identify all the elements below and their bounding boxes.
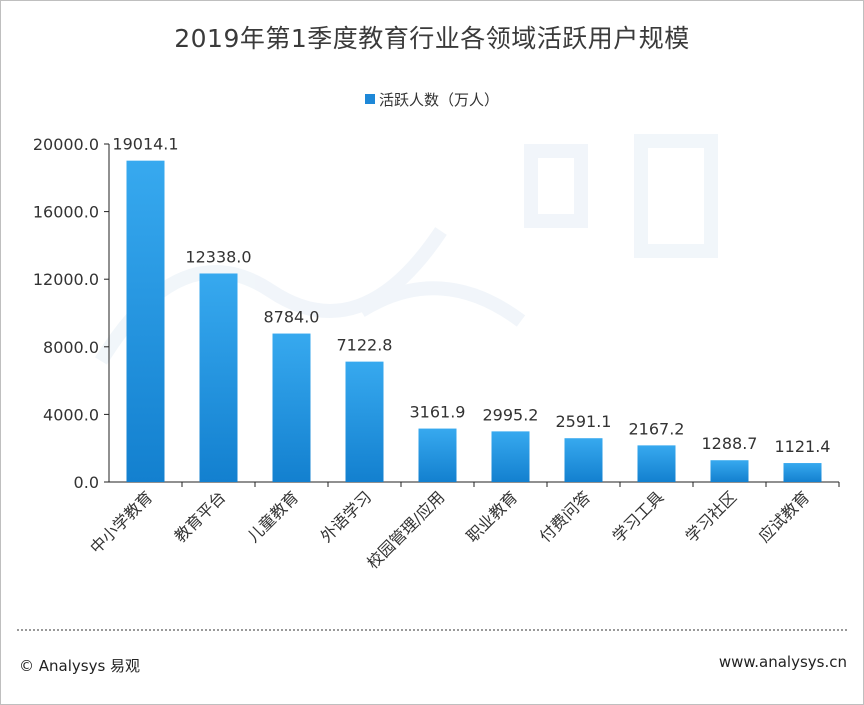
bar [783, 463, 822, 482]
x-category-label: 中小学教育 [86, 487, 156, 557]
bar [637, 445, 676, 482]
data-label: 1288.7 [702, 434, 758, 453]
data-label: 2995.2 [483, 405, 539, 424]
data-label: 12338.0 [185, 247, 251, 266]
x-category-label: 应试教育 [755, 487, 814, 546]
x-category-label: 付费问答 [536, 487, 595, 546]
y-tick-label: 16000.0 [33, 203, 99, 222]
y-tick-label: 12000.0 [33, 270, 99, 289]
bar [199, 273, 238, 482]
bar [126, 160, 165, 482]
bar [710, 460, 749, 482]
x-category-label: 教育平台 [171, 487, 230, 546]
footer-url: www.analysys.cn [718, 653, 847, 671]
data-labels: 19014.1 12338.0 8784.0 7122.8 3161.9 2995.2 25… [112, 135, 830, 456]
chart-legend: 活跃人数（万人） [1, 89, 863, 110]
x-category-label: 学习社区 [682, 487, 741, 546]
x-category-label: 职业教育 [463, 487, 522, 546]
x-category-label: 外语学习 [317, 487, 376, 546]
footer-copyright: © Analysys 易观 [19, 657, 141, 675]
x-category-label: 儿童教育 [244, 487, 303, 546]
data-label: 8784.0 [264, 308, 320, 327]
data-label: 1121.4 [775, 437, 831, 456]
bar [564, 438, 603, 482]
y-tick-label: 0.0 [74, 473, 99, 492]
bar [491, 431, 530, 482]
data-label: 7122.8 [337, 336, 393, 355]
y-tick-label: 20000.0 [33, 135, 99, 154]
x-category-label: 学习工具 [609, 487, 668, 546]
bar [418, 428, 457, 482]
chart-title: 2019年第1季度教育行业各领域活跃用户规模 [174, 24, 690, 53]
data-label: 19014.1 [112, 135, 178, 154]
data-label: 2591.1 [556, 412, 612, 431]
legend-label: 活跃人数（万人） [378, 91, 499, 109]
y-axis: 0.0 4000.0 8000.0 12000.0 16000.0 20000.0 [33, 135, 110, 492]
data-label: 3161.9 [410, 403, 466, 422]
y-tick-label: 4000.0 [43, 405, 99, 424]
bars [126, 160, 822, 482]
legend-swatch [364, 94, 375, 104]
footer-divider [17, 629, 847, 631]
bar [272, 333, 311, 482]
x-category-label: 校园管理/应用 [363, 487, 448, 572]
y-tick-label: 8000.0 [43, 338, 99, 357]
bar [345, 361, 384, 482]
bar-chart: 0.0 4000.0 8000.0 12000.0 16000.0 20000.0 中小学… [33, 135, 840, 573]
data-label: 2167.2 [629, 419, 685, 438]
